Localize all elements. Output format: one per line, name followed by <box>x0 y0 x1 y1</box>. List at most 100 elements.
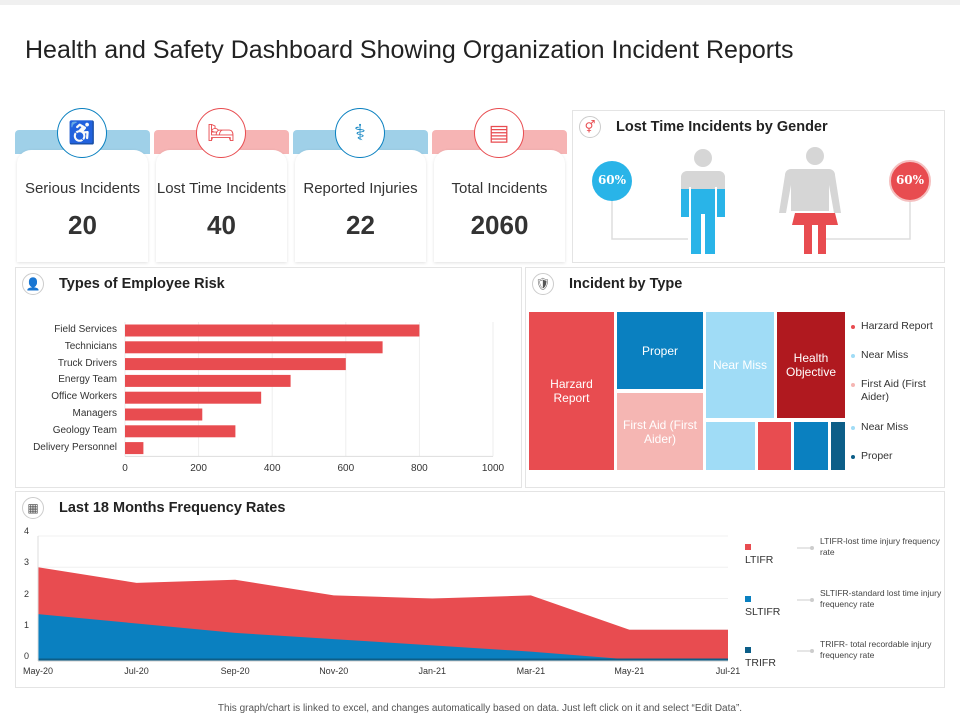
bar <box>125 358 346 371</box>
legend-swatch <box>745 647 751 653</box>
x-tick-label: May-21 <box>614 666 645 676</box>
bar-category-label: Field Services <box>54 324 117 335</box>
male-percentage: 60% <box>597 173 627 187</box>
male-figure-icon <box>681 149 725 254</box>
kpi-body: Total Incidents 2060 <box>434 150 565 262</box>
kpi-value: 20 <box>68 210 97 240</box>
x-tick-label: Jul-21 <box>715 666 741 676</box>
treemap-legend-item: Near Miss <box>851 349 941 362</box>
kpi-card: Serious Incidents 20 ♿ <box>15 108 150 262</box>
kpi-body: Reported Injuries 22 <box>295 150 426 262</box>
legend-dot <box>851 354 855 358</box>
bar-plot <box>124 322 494 457</box>
treemap-tile <box>794 422 828 470</box>
legend-dot <box>851 383 855 387</box>
x-tick-label: 800 <box>411 463 428 475</box>
bar <box>125 408 203 421</box>
legend-dot <box>851 426 855 430</box>
legend-connector-dot <box>810 649 814 653</box>
gender-title: Lost Time Incidents by Gender <box>616 119 828 135</box>
bar <box>125 442 144 455</box>
x-tick-label: Jul-20 <box>124 666 149 676</box>
x-tick-label: Nov-20 <box>319 666 349 676</box>
kpi-card: Reported Injuries 22 ⚕ <box>293 108 428 262</box>
kpi-label: Reported Injuries <box>303 180 418 197</box>
y-tick-label: 4 <box>24 526 30 536</box>
area-legend-item: SLTIFR <box>745 593 780 619</box>
treemap-tile-label: Harzard Report <box>550 377 593 405</box>
legend-label: First Aid (First Aider) <box>861 378 926 403</box>
incident-type-title: Incident by Type <box>569 276 683 292</box>
x-tick-label: 400 <box>263 463 281 475</box>
area-legend-item: TRIFR <box>745 644 776 670</box>
treemap-tile: Proper <box>617 312 703 389</box>
legend-label: LTIFR <box>745 554 774 566</box>
treemap-legend-item: Near Miss <box>851 421 941 434</box>
legend-label: Near Miss <box>861 421 909 433</box>
treemap-tile-label: Near Miss <box>712 358 767 372</box>
kpi-card: Lost Time Incidents 40 🛏 <box>154 108 289 262</box>
bar-category-label: Managers <box>72 408 117 419</box>
kpi-label: Lost Time Incidents <box>156 180 287 197</box>
treemap-tile <box>706 422 755 470</box>
y-tick-label: 0 <box>24 651 30 661</box>
kpi-card: Total Incidents 2060 ▤ <box>432 108 567 262</box>
legend-description: LTIFR-lost time injury frequency rate <box>820 536 940 557</box>
female-figure-icon <box>779 147 841 254</box>
frequency-title: Last 18 Months Frequency Rates <box>59 500 286 516</box>
bar-category-label: Technicians <box>64 340 117 352</box>
treemap-tile: Harzard Report <box>529 312 614 470</box>
x-tick-label: May-20 <box>22 666 53 676</box>
kpi-body: Serious Incidents 20 <box>17 150 148 262</box>
treemap-legend-item: Harzard Report <box>851 320 941 333</box>
worker-icon: 👤 <box>22 273 44 295</box>
employee-risk-panel: 👤 Types of Employee Risk Field Services T… <box>15 267 522 488</box>
legend-label: Near Miss <box>861 349 909 361</box>
legend-label: Proper <box>861 450 893 462</box>
bar <box>125 391 262 404</box>
x-tick-label: Sep-20 <box>220 666 250 676</box>
legend-dot <box>851 455 855 459</box>
treemap-tile <box>831 422 845 470</box>
area-sltifr <box>38 614 728 661</box>
treemap-tile: First Aid (First Aider) <box>617 393 703 470</box>
legend-description: SLTIFR-standard lost time injury frequen… <box>820 588 942 609</box>
kpi-value: 2060 <box>470 210 529 240</box>
legend-connector-dot <box>810 598 814 602</box>
bar-category-label: Office Workers <box>51 391 117 403</box>
bar-category-label: Energy Team <box>58 374 117 386</box>
legend-description: TRIFR- total recordable injury frequency… <box>820 639 932 660</box>
area-trifr <box>38 658 728 661</box>
y-tick-label: 2 <box>24 588 30 599</box>
male-pct-bubble <box>592 161 632 201</box>
treemap-tile-label: First Aid (First Aider) <box>623 417 697 446</box>
page-title: Health and Safety Dashboard Showing Orga… <box>25 36 794 64</box>
bar <box>125 324 420 337</box>
report-folder-icon: ▤ <box>474 108 524 158</box>
treemap-legend-item: Proper <box>851 450 941 463</box>
legend-connector-dot <box>810 546 814 550</box>
area-legend-item: LTIFR <box>745 541 773 567</box>
treemap-tile-label: Proper <box>641 343 679 358</box>
legend-swatch <box>745 596 751 602</box>
kpi-value: 40 <box>207 210 236 240</box>
bar-category-label: Delivery Personnel <box>33 441 117 453</box>
x-tick-label: Mar-21 <box>516 666 546 676</box>
bar <box>125 425 236 438</box>
top-strip <box>0 0 960 5</box>
calendar-icon: ▦ <box>22 497 44 519</box>
person-shield-icon: 🛡 <box>532 273 554 295</box>
kpi-label: Serious Incidents <box>24 180 141 197</box>
gender-figures <box>592 147 931 254</box>
kpi-label: Total Incidents <box>451 180 548 197</box>
treemap-tile: Near Miss <box>706 312 774 418</box>
incident-type-panel: 🛡 Incident by Type Harzard Report Proper F… <box>525 267 945 488</box>
employee-risk-title: Types of Employee Risk <box>59 276 225 292</box>
legend-swatch <box>745 544 751 550</box>
bar-category-label: Geology Team <box>52 424 117 436</box>
footer-note: This graph/chart is linked to excel, and… <box>217 703 743 714</box>
kpi-value: 22 <box>346 210 375 240</box>
treemap-tile <box>758 422 791 470</box>
x-tick-label: 1000 <box>481 463 505 475</box>
